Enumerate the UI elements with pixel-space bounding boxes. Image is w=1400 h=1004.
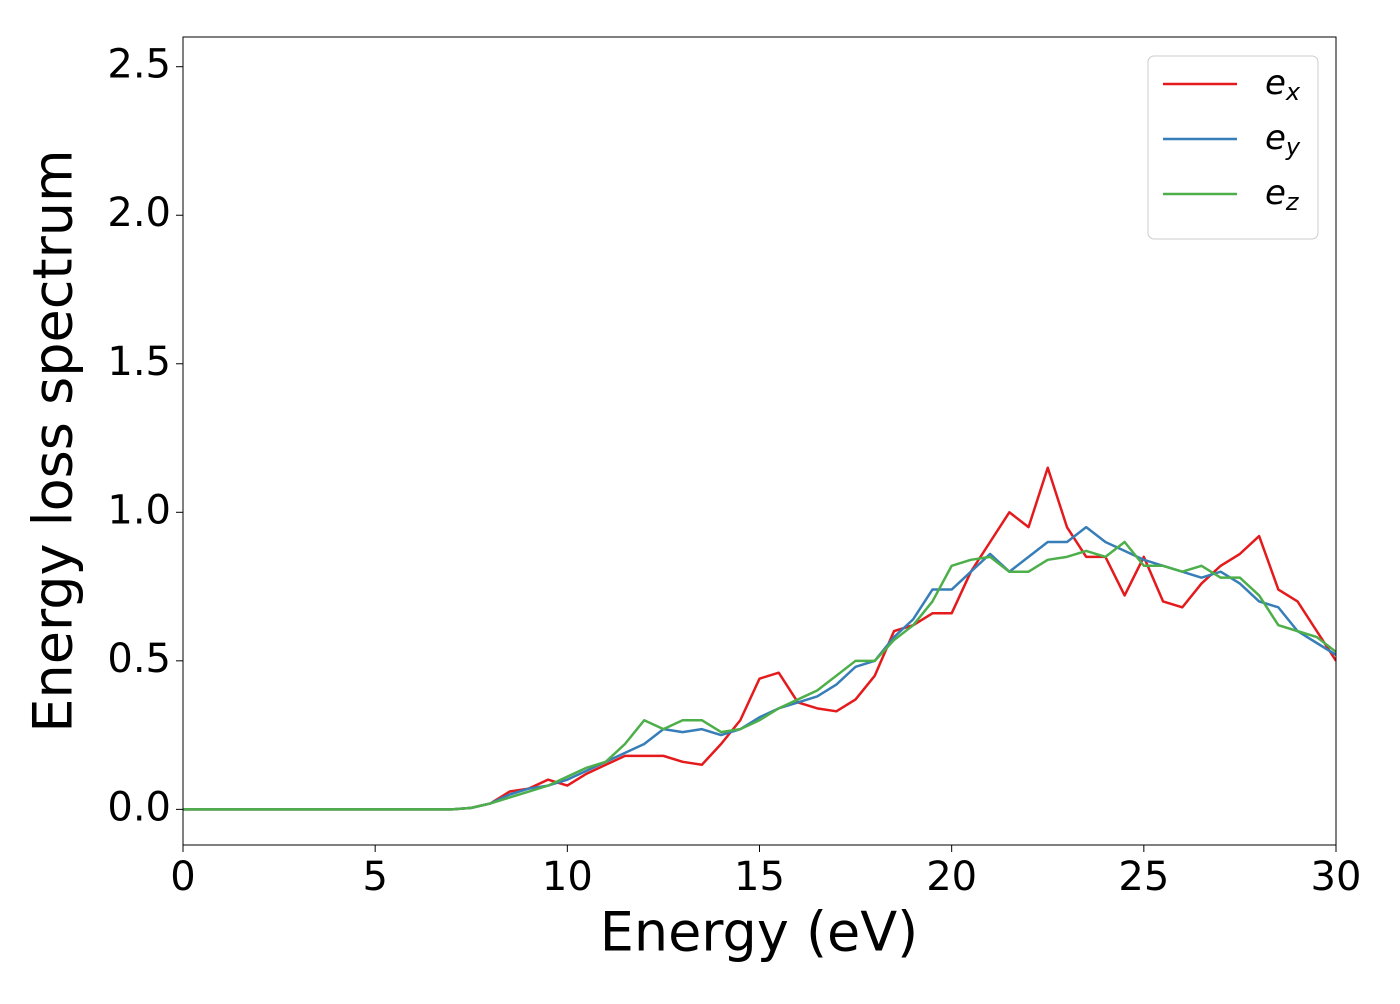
y-tick-label: 1.5: [107, 339, 171, 385]
series-line: [183, 466, 1336, 811]
x-tick-label: 30: [1311, 854, 1362, 900]
legend-label: ez: [1265, 173, 1300, 217]
y-tick-label: 2.5: [107, 42, 171, 88]
y-tick-label: 0.0: [107, 784, 171, 830]
y-tick-label: 0.5: [107, 636, 171, 682]
x-tick-label: 15: [734, 854, 785, 900]
y-tick-label: 2.0: [107, 190, 171, 236]
y-tick-label: 1.0: [107, 487, 171, 533]
legend-label: ey: [1265, 118, 1301, 162]
x-axis-label: Energy (eV): [600, 901, 919, 964]
x-tick-label: 25: [1118, 854, 1169, 900]
series-line: [183, 540, 1336, 811]
series-line: [183, 525, 1336, 811]
legend-label: ex: [1265, 63, 1301, 107]
x-tick-label: 0: [170, 854, 195, 900]
x-tick-label: 5: [362, 854, 387, 900]
x-tick-label: 10: [542, 854, 593, 900]
plot-frame: [182, 36, 1337, 846]
y-axis-label: Energy loss spectrum: [22, 149, 85, 732]
x-tick-label: 20: [926, 854, 977, 900]
